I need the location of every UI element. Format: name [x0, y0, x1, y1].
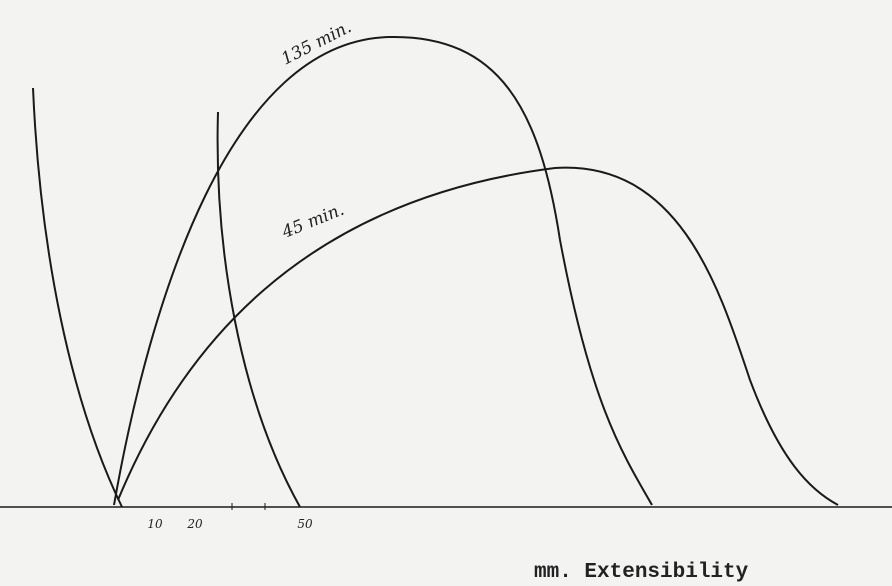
axis-title: mm. Extensibility	[534, 561, 749, 584]
tick-label: 10	[147, 517, 163, 531]
background	[0, 0, 892, 586]
extensogram: 135 min. 45 min. 10 20 50 mm. Extensibil…	[0, 0, 892, 586]
tick-label: 50	[297, 517, 313, 531]
tick-label: 20	[186, 517, 203, 531]
